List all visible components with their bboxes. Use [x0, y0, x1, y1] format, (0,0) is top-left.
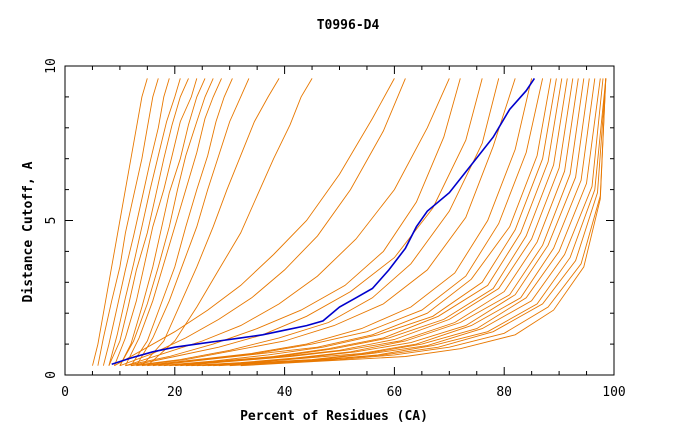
series-line-32: [202, 78, 601, 367]
y-axis: 0 5 10: [44, 58, 614, 379]
series-line-28: [180, 78, 579, 367]
series-line-16: [125, 78, 450, 367]
series-line-27: [174, 78, 574, 367]
series-line-37: [240, 78, 607, 367]
plot-frame: [64, 65, 615, 376]
highlight-series-group: [111, 77, 536, 365]
series-line-29: [185, 78, 585, 367]
series-line-22: [147, 78, 544, 367]
series-line-35: [218, 78, 607, 367]
series-line-19: [130, 78, 500, 367]
series-line-3: [102, 78, 170, 366]
chart-title: T0996-D4: [317, 18, 380, 33]
series-line-25: [163, 78, 563, 367]
series-line-21: [141, 78, 533, 367]
x-axis-label: Percent of Residues (CA): [240, 409, 428, 424]
series-line-10: [130, 78, 233, 366]
background-series-group: [92, 78, 607, 367]
series-line-24: [158, 78, 557, 367]
series-line-11: [136, 78, 250, 366]
series-line-31: [196, 78, 596, 367]
y-axis-label: Distance Cutoff, A: [21, 161, 36, 302]
series-line-7: [119, 78, 206, 366]
series-line-30: [191, 78, 590, 367]
series-line-15: [119, 78, 406, 367]
series-line-18: [130, 78, 483, 367]
series-line-20: [136, 78, 516, 367]
series-line-23: [152, 78, 552, 367]
y-tick-label: 10: [44, 58, 59, 74]
series-line-36: [229, 78, 607, 367]
series-line-17: [125, 78, 461, 367]
series-line-5: [108, 78, 189, 366]
series-line-26: [169, 78, 568, 367]
y-tick-label: 5: [44, 217, 59, 225]
x-tick-label: 100: [602, 385, 625, 400]
x-tick-label: 20: [167, 385, 183, 400]
x-tick-label: 40: [277, 385, 293, 400]
series-line-6: [113, 78, 198, 366]
x-axis: 0 20 40 60 80 100: [61, 66, 626, 400]
y-tick-label: 0: [44, 371, 59, 379]
x-tick-label: 80: [496, 385, 512, 400]
series-line-1: [92, 78, 148, 366]
series-line-12: [141, 78, 280, 366]
series-line-14: [114, 78, 395, 367]
series-line-2: [97, 78, 159, 366]
x-tick-label: 0: [61, 385, 69, 400]
series-line-9: [124, 78, 222, 366]
x-tick-label: 60: [387, 385, 403, 400]
highlight-series-line: [111, 77, 536, 365]
series-line-4: [108, 78, 181, 366]
series-line-8: [119, 78, 214, 366]
series-line-33: [207, 78, 604, 367]
